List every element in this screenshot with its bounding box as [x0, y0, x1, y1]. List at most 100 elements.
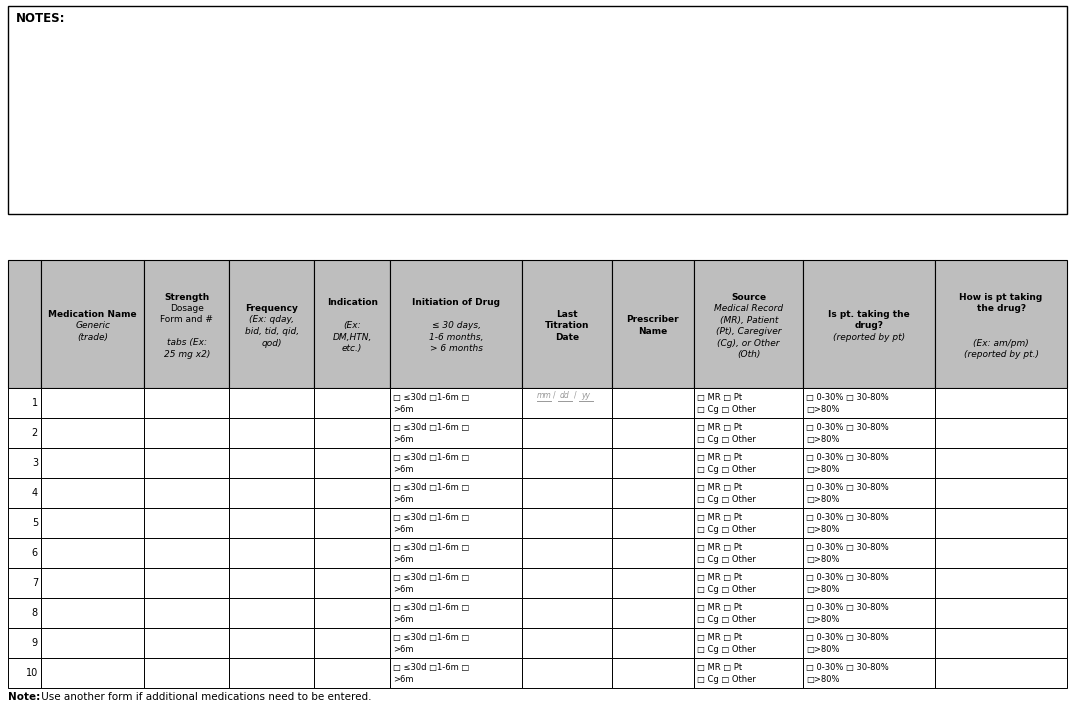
- Bar: [694, 388, 803, 418]
- Text: Last: Last: [556, 310, 577, 318]
- Bar: [8, 388, 41, 418]
- Bar: [612, 448, 694, 478]
- Bar: [41, 388, 144, 418]
- Bar: [803, 478, 935, 508]
- Bar: [390, 658, 522, 688]
- Bar: [935, 538, 1067, 568]
- Text: >6m: >6m: [393, 435, 414, 444]
- Bar: [803, 538, 935, 568]
- Bar: [314, 598, 390, 628]
- Text: □>80%: □>80%: [806, 405, 840, 414]
- Bar: [229, 448, 314, 478]
- Text: Name: Name: [639, 327, 668, 336]
- Bar: [314, 478, 390, 508]
- Bar: [612, 508, 694, 538]
- Bar: [935, 260, 1067, 388]
- Text: □ ≤30d □1-6m □: □ ≤30d □1-6m □: [393, 543, 470, 552]
- Text: □ Cg □ Other: □ Cg □ Other: [697, 465, 756, 474]
- Text: etc.): etc.): [342, 344, 362, 353]
- Text: □ Cg □ Other: □ Cg □ Other: [697, 645, 756, 654]
- Text: Date: Date: [555, 333, 579, 342]
- Bar: [144, 658, 229, 688]
- Text: □ Cg □ Other: □ Cg □ Other: [697, 525, 756, 534]
- Bar: [694, 448, 803, 478]
- Bar: [41, 478, 144, 508]
- Text: □>80%: □>80%: [806, 675, 840, 684]
- Text: >6m: >6m: [393, 585, 414, 594]
- Bar: [935, 448, 1067, 478]
- Text: □ MR □ Pt: □ MR □ Pt: [697, 483, 742, 492]
- Text: Medical Record: Medical Record: [714, 304, 784, 313]
- Text: □>80%: □>80%: [806, 435, 840, 444]
- Text: >6m: >6m: [393, 525, 414, 534]
- Text: □ MR □ Pt: □ MR □ Pt: [697, 633, 742, 642]
- Bar: [8, 418, 41, 448]
- Text: □ 0-30% □ 30-80%: □ 0-30% □ 30-80%: [806, 453, 889, 462]
- Bar: [41, 598, 144, 628]
- Text: (Ex: am/pm): (Ex: am/pm): [973, 338, 1029, 348]
- Bar: [935, 388, 1067, 418]
- Text: □ MR □ Pt: □ MR □ Pt: [697, 603, 742, 612]
- Text: □ 0-30% □ 30-80%: □ 0-30% □ 30-80%: [806, 633, 889, 642]
- Bar: [522, 260, 612, 388]
- Text: □>80%: □>80%: [806, 495, 840, 504]
- Text: 25 mg x2): 25 mg x2): [163, 350, 210, 359]
- Bar: [390, 508, 522, 538]
- Bar: [8, 628, 41, 658]
- Bar: [694, 658, 803, 688]
- Bar: [612, 388, 694, 418]
- Bar: [390, 538, 522, 568]
- Text: >6m: >6m: [393, 495, 414, 504]
- Bar: [8, 598, 41, 628]
- Bar: [522, 478, 612, 508]
- Text: □>80%: □>80%: [806, 615, 840, 624]
- Text: 1: 1: [32, 398, 38, 408]
- Text: □>80%: □>80%: [806, 465, 840, 474]
- Text: □ ≤30d □1-6m □: □ ≤30d □1-6m □: [393, 633, 470, 642]
- Text: (Oth): (Oth): [737, 350, 760, 359]
- Bar: [314, 448, 390, 478]
- Text: □ 0-30% □ 30-80%: □ 0-30% □ 30-80%: [806, 423, 889, 432]
- Bar: [8, 260, 41, 388]
- Text: (Cg), or Other: (Cg), or Other: [717, 338, 780, 348]
- Bar: [803, 508, 935, 538]
- Text: (reported by pt.): (reported by pt.): [963, 350, 1038, 359]
- Text: □ 0-30% □ 30-80%: □ 0-30% □ 30-80%: [806, 663, 889, 672]
- Bar: [390, 568, 522, 598]
- Bar: [522, 388, 612, 418]
- Bar: [144, 388, 229, 418]
- Text: >6m: >6m: [393, 465, 414, 474]
- Text: 6: 6: [32, 548, 38, 558]
- Bar: [522, 508, 612, 538]
- Bar: [314, 388, 390, 418]
- Text: > 6 months: > 6 months: [430, 344, 483, 353]
- Bar: [935, 598, 1067, 628]
- Text: □ Cg □ Other: □ Cg □ Other: [697, 435, 756, 444]
- Text: 7: 7: [31, 578, 38, 588]
- Bar: [522, 658, 612, 688]
- Bar: [8, 658, 41, 688]
- Bar: [803, 260, 935, 388]
- Text: Source: Source: [731, 293, 766, 301]
- Bar: [144, 628, 229, 658]
- Text: □ 0-30% □ 30-80%: □ 0-30% □ 30-80%: [806, 603, 889, 612]
- Bar: [522, 538, 612, 568]
- Text: Frequency: Frequency: [245, 304, 298, 313]
- Bar: [314, 260, 390, 388]
- Bar: [935, 628, 1067, 658]
- Text: □ ≤30d □1-6m □: □ ≤30d □1-6m □: [393, 603, 470, 612]
- Text: □ Cg □ Other: □ Cg □ Other: [697, 495, 756, 504]
- Bar: [8, 478, 41, 508]
- Bar: [390, 478, 522, 508]
- Text: >6m: >6m: [393, 645, 414, 654]
- Text: □ MR □ Pt: □ MR □ Pt: [697, 663, 742, 672]
- Bar: [314, 628, 390, 658]
- Bar: [41, 448, 144, 478]
- Text: (trade): (trade): [77, 333, 109, 342]
- Bar: [803, 658, 935, 688]
- Text: >6m: >6m: [393, 675, 414, 684]
- Bar: [144, 260, 229, 388]
- Bar: [314, 658, 390, 688]
- Bar: [144, 448, 229, 478]
- Text: (reported by pt): (reported by pt): [833, 333, 905, 342]
